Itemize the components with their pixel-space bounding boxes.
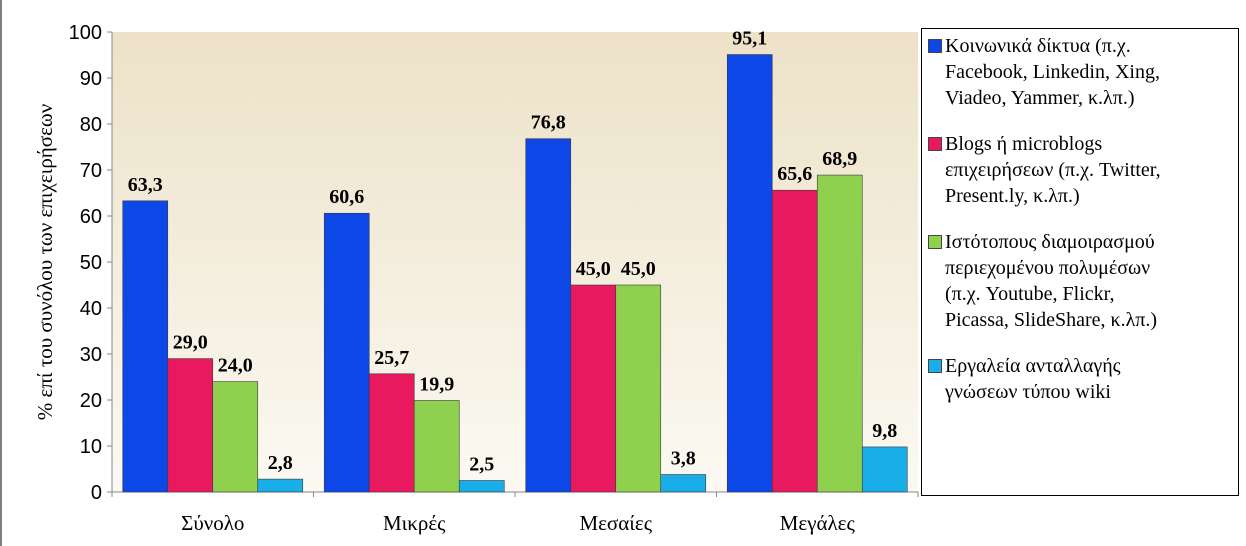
legend-label-line: Εργαλεία ανταλλαγής [945, 355, 1121, 377]
bar [167, 358, 214, 493]
legend-entry: Blogs ή microblogs επιχειρήσεων (π.χ. Twi… [928, 131, 1234, 209]
legend-entry: Εργαλεία ανταλλαγής γνώσεων τύπου wiki [928, 353, 1234, 405]
legend-label-line: επιχειρήσεων (π.χ. Twitter, [945, 159, 1161, 181]
legend-swatch [928, 137, 942, 151]
legend-label: Κοινωνικά δίκτυα (π.χ. Facebook, Linkedin… [945, 33, 1160, 111]
bar [413, 400, 460, 493]
bar [368, 373, 415, 493]
y-tick-label: 40 [80, 298, 102, 320]
bar [212, 381, 259, 493]
y-tick-label: 60 [80, 206, 102, 228]
data-label: 76,8 [531, 112, 566, 134]
data-label: 29,0 [173, 332, 208, 354]
data-label: 25,7 [374, 347, 409, 369]
legend-entry: Ιστότοπους διαμοιρασμού περιεχομένου πολυ… [928, 229, 1234, 333]
data-label: 2,5 [469, 454, 494, 476]
legend-label-line: Viadeo, Yammer, κ.λπ.) [945, 87, 1135, 109]
legend-label: Blogs ή microblogs επιχειρήσεων (π.χ. Twi… [945, 131, 1161, 209]
data-label: 95,1 [732, 28, 767, 50]
legend-label-line: περιεχομένου πολυμέσων [945, 257, 1151, 279]
frame-border [0, 0, 2, 546]
data-label: 2,8 [268, 452, 293, 474]
legend-swatch [928, 39, 942, 53]
bar [323, 212, 370, 493]
data-label: 3,8 [671, 448, 696, 470]
bar [771, 189, 818, 493]
y-tick-label: 70 [80, 160, 102, 182]
legend-label-line: Picassa, SlideShare, κ.λπ.) [945, 309, 1158, 331]
legend-label-line: Κοινωνικά δίκτυα (π.χ. [945, 35, 1131, 57]
legend-label-line: Ιστότοπους διαμοιρασμού [945, 231, 1155, 253]
data-label: 19,9 [419, 373, 454, 395]
x-tick-label: Μικρές [383, 511, 446, 535]
y-axis-label: % επί του συνόλου των επιχειρήσεων [33, 104, 57, 420]
legend: Κοινωνικά δίκτυα (π.χ. Facebook, Linkedin… [921, 28, 1239, 496]
y-tick-label: 90 [80, 68, 102, 90]
data-labels: 63,3 29,0 24,0 2,8 60,6 25,7 19,9 2,5 76,8 45,0 45… [128, 28, 898, 476]
data-label: 60,6 [329, 186, 364, 208]
legend-entry: Κοινωνικά δίκτυα (π.χ. Facebook, Linkedin… [928, 33, 1234, 111]
legend-label-line: (π.χ. Youtube, Flickr, [945, 283, 1115, 305]
x-tick-label: Μεγάλες [780, 511, 856, 535]
y-tick-label: 80 [80, 114, 102, 136]
bar [257, 478, 304, 493]
y-tick-label: 30 [80, 344, 102, 366]
bar [660, 474, 707, 493]
legend-label-line: Facebook, Linkedin, Xing, [945, 61, 1160, 83]
bar [861, 446, 908, 493]
legend-label: Ιστότοπους διαμοιρασμού περιεχομένου πολυ… [945, 229, 1157, 333]
bars [122, 54, 908, 493]
legend-label-line: Present.ly, κ.λπ.) [945, 185, 1080, 207]
legend-label: Εργαλεία ανταλλαγής γνώσεων τύπου wiki [945, 353, 1121, 405]
bar [615, 284, 662, 493]
bar [525, 138, 572, 493]
legend-swatch [928, 359, 942, 373]
y-tick-label: 20 [80, 390, 102, 412]
y-tick-label: 100 [69, 22, 102, 44]
y-axis: 0 10 20 30 40 50 60 70 80 90 100 [69, 22, 112, 504]
y-tick-label: 50 [80, 252, 102, 274]
bar [726, 54, 773, 493]
bar [458, 480, 505, 493]
legend-label-line: Blogs ή microblogs [945, 133, 1103, 155]
data-label: 45,0 [576, 258, 611, 280]
x-tick-label: Σύνολο [181, 511, 244, 535]
bar [122, 200, 169, 493]
data-label: 65,6 [777, 163, 812, 185]
legend-swatch [928, 235, 942, 249]
legend-label-line: γνώσεων τύπου wiki [945, 381, 1111, 403]
bar [816, 174, 863, 493]
data-label: 63,3 [128, 174, 163, 196]
bar [570, 284, 617, 493]
y-tick-label: 10 [80, 436, 102, 458]
data-label: 24,0 [218, 355, 253, 377]
y-tick-label: 0 [91, 482, 102, 504]
x-axis: Σύνολο Μικρές Μεσαίες Μεγάλες [111, 492, 919, 535]
data-label: 45,0 [621, 258, 656, 280]
data-label: 68,9 [822, 148, 857, 170]
x-tick-label: Μεσαίες [579, 511, 652, 535]
data-label: 9,8 [872, 420, 897, 442]
